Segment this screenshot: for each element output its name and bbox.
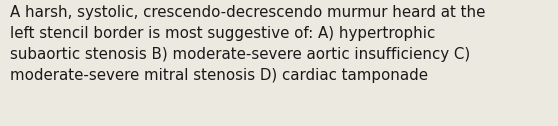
Text: A harsh, systolic, crescendo-decrescendo murmur heard at the
left stencil border: A harsh, systolic, crescendo-decrescendo… <box>10 5 485 83</box>
